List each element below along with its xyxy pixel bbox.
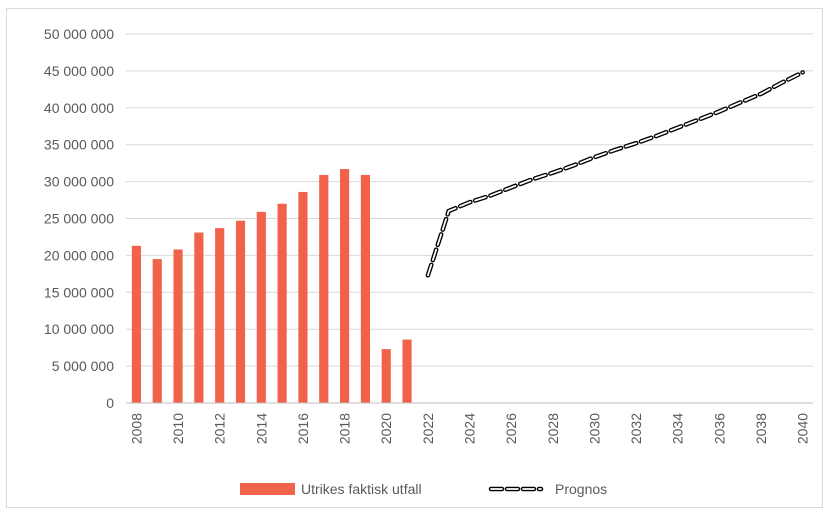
bar (277, 203, 287, 403)
x-tick-label: 2008 (128, 413, 144, 444)
bar (131, 245, 141, 403)
x-tick-label: 2012 (212, 413, 228, 444)
bar (152, 259, 162, 403)
x-tick-label: 2030 (586, 413, 602, 444)
forecast-series (425, 70, 805, 278)
y-tick-label: 20 000 000 (44, 247, 114, 263)
x-tick-label: 2032 (628, 413, 644, 444)
x-tick-label: 2040 (795, 413, 811, 444)
x-tick-label: 2010 (170, 413, 186, 444)
forecast-line-outline (425, 70, 805, 278)
legend-swatch-actual (240, 483, 295, 495)
bar (298, 191, 308, 403)
y-tick-label: 25 000 000 (44, 211, 114, 227)
bar (319, 174, 329, 403)
legend: Utrikes faktisk utfall Prognos (240, 481, 607, 497)
bars-series (131, 169, 412, 403)
y-tick-label: 15 000 000 (44, 284, 114, 300)
y-tick-label: 35 000 000 (44, 137, 114, 153)
legend-label-actual: Utrikes faktisk utfall (301, 481, 422, 497)
x-tick-label: 2034 (670, 413, 686, 444)
y-tick-label: 45 000 000 (44, 63, 114, 79)
bar (215, 228, 225, 403)
x-tick-label: 2020 (378, 413, 394, 444)
bar (402, 339, 412, 403)
x-tick-label: 2022 (420, 413, 436, 444)
y-tick-label: 10 000 000 (44, 321, 114, 337)
x-tick-label: 2016 (295, 413, 311, 444)
bar (235, 220, 246, 403)
x-axis-ticks: 2008 2010 2012 2014 2016 2018 2020 2022 2024 2026… (128, 413, 810, 444)
x-tick-label: 2018 (337, 413, 353, 444)
bar (340, 169, 350, 403)
legend-label-forecast: Prognos (555, 481, 607, 497)
bar (256, 211, 266, 403)
bar (194, 232, 204, 403)
x-tick-label: 2014 (253, 413, 269, 444)
y-tick-label: 30 000 000 (44, 174, 114, 190)
x-tick-label: 2026 (503, 413, 519, 444)
forecast-line (427, 71, 804, 277)
y-tick-label: 5 000 000 (52, 358, 114, 374)
bar (360, 174, 370, 403)
x-tick-label: 2028 (545, 413, 561, 444)
x-tick-label: 2024 (462, 413, 478, 444)
y-axis-ticks: 0 5 000 000 10 000 000 15 000 000 20 000 000… (44, 26, 114, 411)
x-tick-label: 2036 (711, 413, 727, 444)
y-tick-label: 50 000 000 (44, 26, 114, 42)
bar (173, 249, 183, 403)
x-tick-label: 2038 (753, 413, 769, 444)
y-tick-label: 0 (106, 395, 114, 411)
chart-frame: 0 5 000 000 10 000 000 15 000 000 20 000 000… (6, 8, 823, 508)
bar (381, 349, 391, 403)
chart-canvas: 0 5 000 000 10 000 000 15 000 000 20 000 000… (44, 26, 813, 497)
y-tick-label: 40 000 000 (44, 100, 114, 116)
